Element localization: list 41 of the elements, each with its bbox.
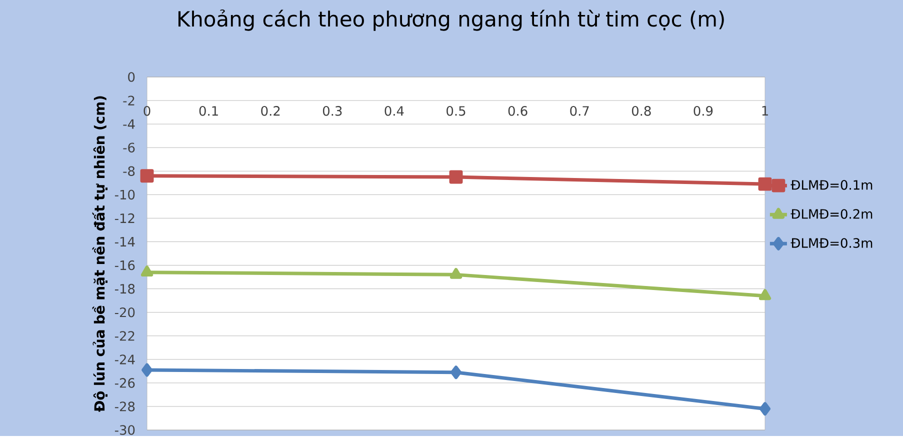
point [140,169,154,182]
y-tick-label: -24 [114,354,135,364]
y-tick-label: -10 [114,190,135,200]
y-tick-label: -26 [114,378,135,388]
point [140,265,154,276]
point [450,366,462,379]
y-tick-label: -8 [123,166,135,176]
point [450,268,462,279]
y-tick-label: -2 [123,96,134,106]
x-tick-label: 0.9 [694,106,713,116]
y-tick-label: -30 [114,424,135,435]
legend-label: ĐLMĐ=0.2m [790,208,872,219]
y-tick-label: -22 [114,330,134,341]
y-tick-label: -6 [123,142,135,152]
x-tick-label: 0.8 [632,106,651,116]
y-axis-title: Độ lún của bề mặt nền đất tự nhiên (cm) [92,96,108,412]
x-tick-label: 1 [762,106,768,116]
point [760,402,770,416]
y-tick-label: 0 [128,72,135,82]
point [449,170,463,184]
y-tick-label: -16 [114,260,135,270]
point [142,363,152,377]
y-tick-label: -4 [123,119,135,129]
x-tick-label: 0 [144,106,150,116]
x-tick-label: 0.7 [570,106,589,116]
y-tick-label: -18 [114,284,135,294]
point [758,177,772,191]
x-tick-label: 0.6 [508,106,528,116]
y-tick-label: -14 [114,236,135,246]
legend-label: ĐLMĐ=0.3m [790,238,872,248]
x-tick-label: 0.5 [446,106,466,116]
y-tick-label: -12 [114,213,134,223]
y-tick-label: -20 [114,307,135,318]
x-tick-label: 0.2 [261,106,280,116]
x-tick-label: 0.4 [384,106,404,116]
x-tick-label: 0.3 [322,106,342,116]
point [758,289,772,300]
y-tick-label: -28 [114,401,135,412]
legend-label: ĐLMĐ=0.1m [790,180,872,190]
x-tick-label: 0.1 [199,106,218,116]
chart-title: Khoảng cách theo phương ngang tính từ tim cọc (m) [178,9,724,31]
